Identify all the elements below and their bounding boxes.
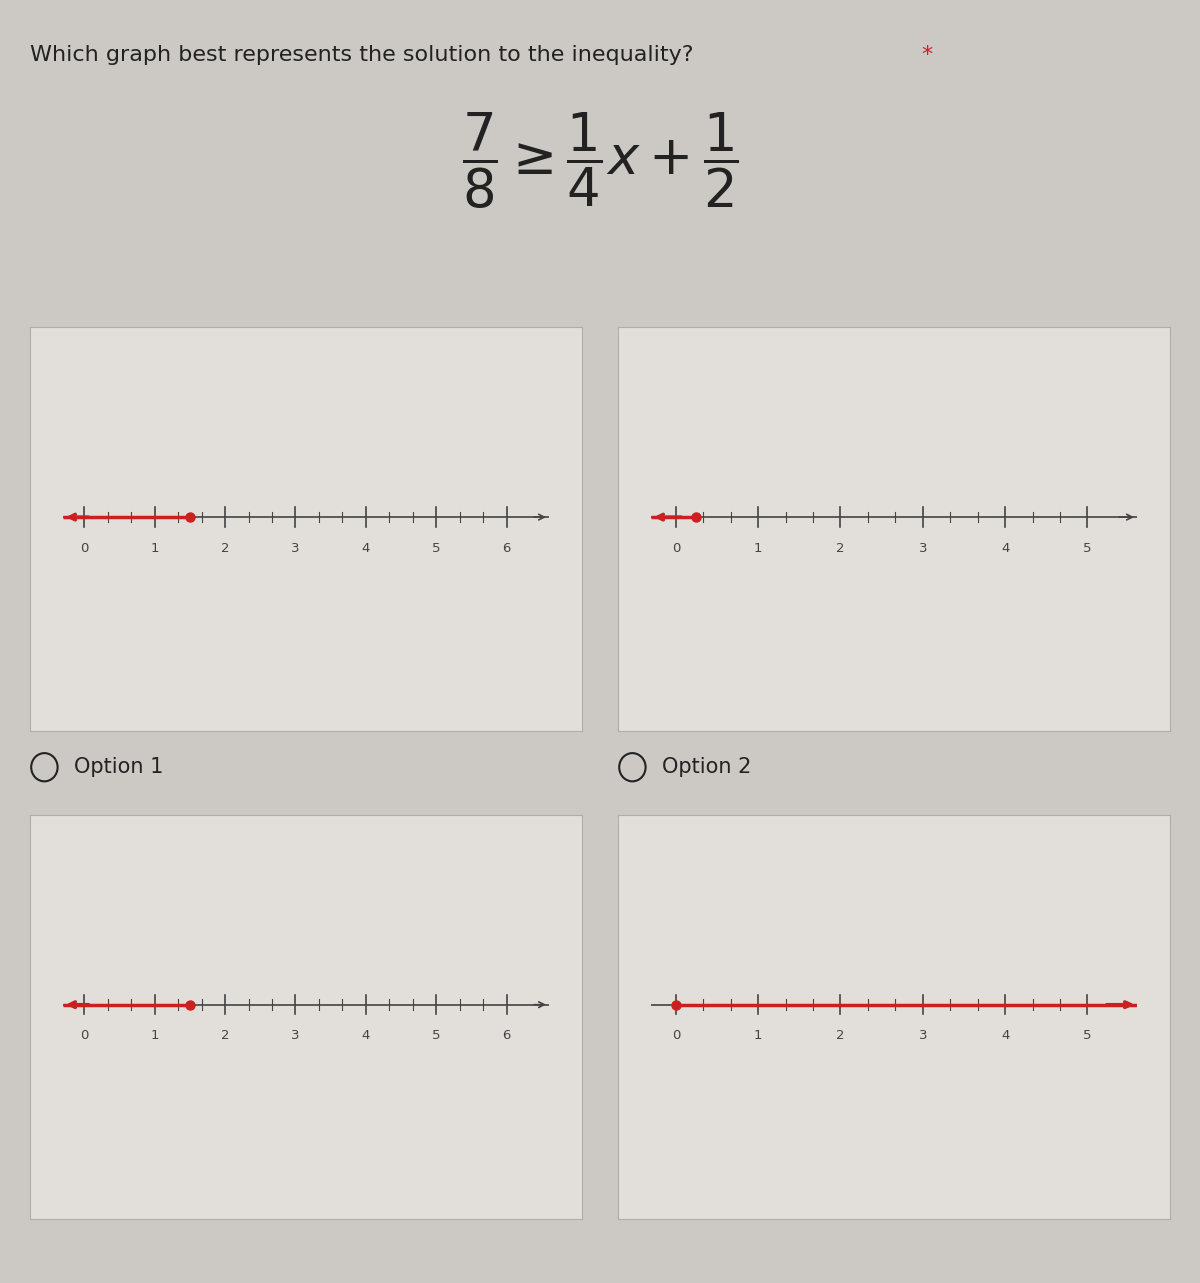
- Text: 5: 5: [1084, 1029, 1092, 1042]
- Text: 0: 0: [80, 1029, 89, 1042]
- Text: Option 1: Option 1: [74, 757, 163, 777]
- Text: 6: 6: [503, 1029, 511, 1042]
- Text: Option 2: Option 2: [662, 757, 751, 777]
- Text: 2: 2: [221, 1029, 229, 1042]
- Text: 5: 5: [1084, 541, 1092, 554]
- Text: 0: 0: [672, 541, 680, 554]
- Text: 0: 0: [80, 541, 89, 554]
- Text: 1: 1: [150, 1029, 158, 1042]
- Text: 2: 2: [836, 541, 845, 554]
- Text: 6: 6: [503, 541, 511, 554]
- Text: 1: 1: [754, 1029, 762, 1042]
- Text: 3: 3: [918, 541, 928, 554]
- Text: $\dfrac{7}{8} \geq \dfrac{1}{4}x + \dfrac{1}{2}$: $\dfrac{7}{8} \geq \dfrac{1}{4}x + \dfra…: [462, 110, 738, 210]
- Text: 4: 4: [361, 1029, 370, 1042]
- Text: 1: 1: [150, 541, 158, 554]
- Text: 4: 4: [1001, 541, 1009, 554]
- Text: 3: 3: [292, 541, 300, 554]
- Text: *: *: [922, 45, 932, 65]
- Text: 5: 5: [432, 541, 440, 554]
- Text: 2: 2: [836, 1029, 845, 1042]
- Text: 2: 2: [221, 541, 229, 554]
- Text: Which graph best represents the solution to the inequality?: Which graph best represents the solution…: [30, 45, 694, 65]
- Text: 3: 3: [292, 1029, 300, 1042]
- Text: 0: 0: [672, 1029, 680, 1042]
- Text: 4: 4: [1001, 1029, 1009, 1042]
- Text: 3: 3: [918, 1029, 928, 1042]
- Text: 5: 5: [432, 1029, 440, 1042]
- Text: 4: 4: [361, 541, 370, 554]
- Text: 1: 1: [754, 541, 762, 554]
